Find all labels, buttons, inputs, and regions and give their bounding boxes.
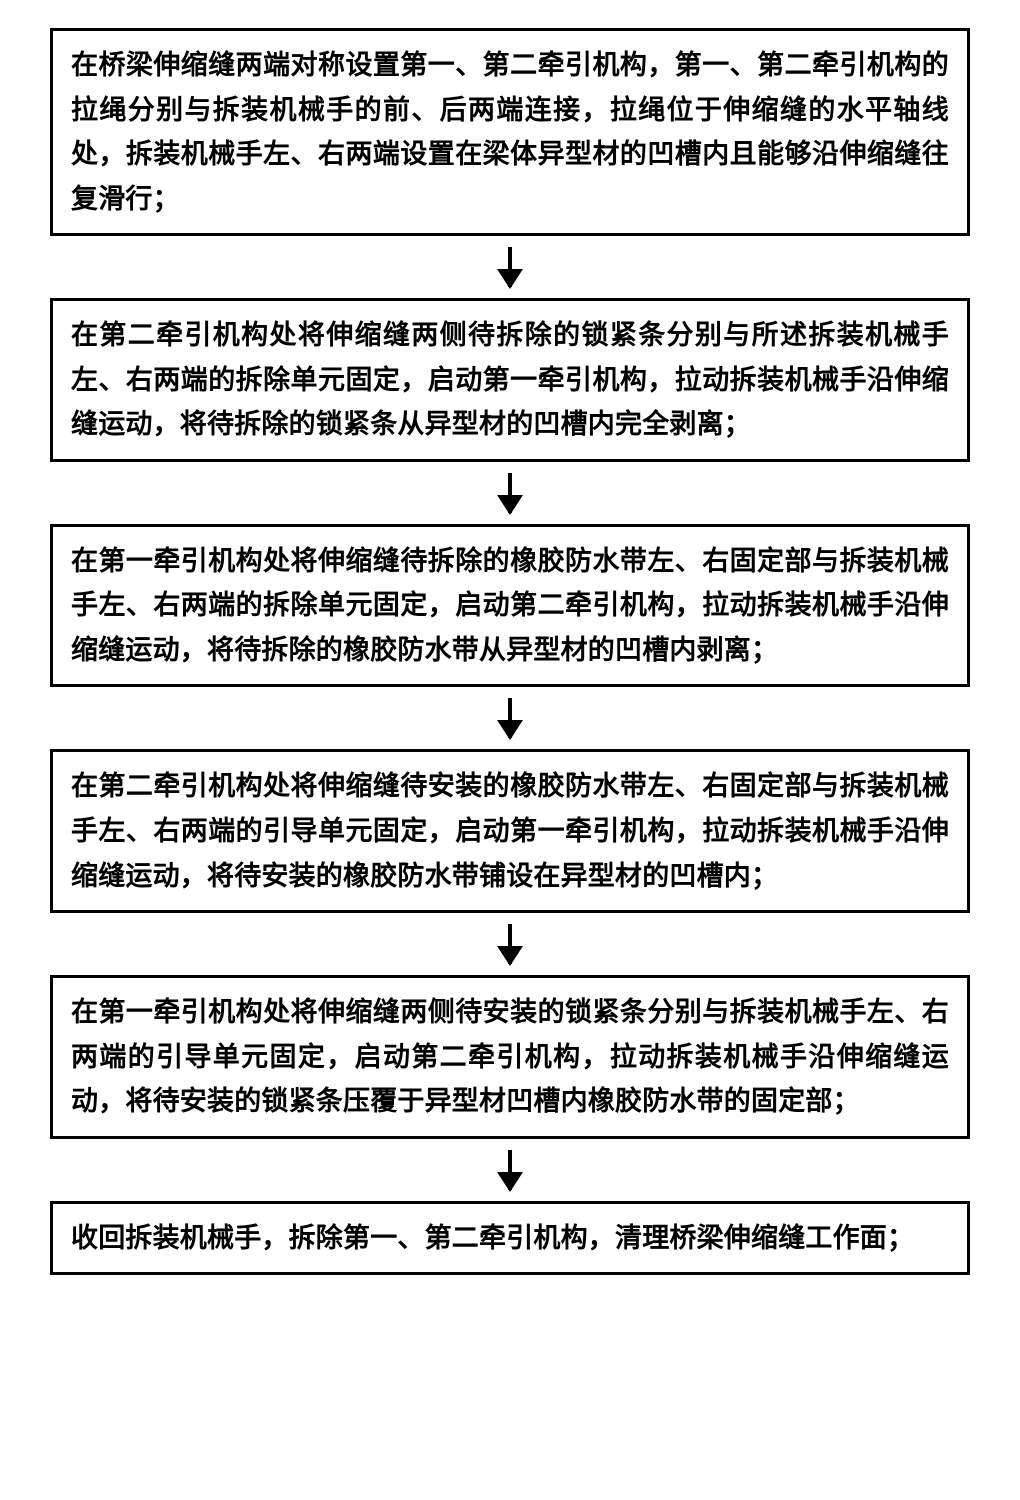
arrow-3: [508, 687, 512, 749]
step-text: 在第一牵引机构处将伸缩缝两侧待安装的锁紧条分别与拆装机械手左、右两端的引导单元固…: [71, 997, 949, 1116]
step-box-6: 收回拆装机械手，拆除第一、第二牵引机构，清理桥梁伸缩缝工作面；: [50, 1201, 970, 1276]
arrow-1: [508, 236, 512, 298]
step-text: 收回拆装机械手，拆除第一、第二牵引机构，清理桥梁伸缩缝工作面；: [71, 1223, 914, 1253]
arrow-down-icon: [508, 924, 512, 964]
arrow-down-icon: [508, 1150, 512, 1190]
arrow-4: [508, 913, 512, 975]
arrow-down-icon: [508, 247, 512, 287]
arrow-down-icon: [508, 698, 512, 738]
step-text: 在第一牵引机构处将伸缩缝待拆除的橡胶防水带左、右固定部与拆装机械手左、右两端的拆…: [71, 546, 949, 665]
step-box-4: 在第二牵引机构处将伸缩缝待安装的橡胶防水带左、右固定部与拆装机械手左、右两端的引…: [50, 749, 970, 913]
arrow-down-icon: [508, 473, 512, 513]
step-box-3: 在第一牵引机构处将伸缩缝待拆除的橡胶防水带左、右固定部与拆装机械手左、右两端的拆…: [50, 524, 970, 688]
arrow-5: [508, 1139, 512, 1201]
step-text: 在第二牵引机构处将伸缩缝待安装的橡胶防水带左、右固定部与拆装机械手左、右两端的引…: [71, 771, 949, 890]
step-box-2: 在第二牵引机构处将伸缩缝两侧待拆除的锁紧条分别与所述拆装机械手左、右两端的拆除单…: [50, 298, 970, 462]
step-box-1: 在桥梁伸缩缝两端对称设置第一、第二牵引机构，第一、第二牵引机构的拉绳分别与拆装机…: [50, 28, 970, 236]
arrow-2: [508, 462, 512, 524]
step-box-5: 在第一牵引机构处将伸缩缝两侧待安装的锁紧条分别与拆装机械手左、右两端的引导单元固…: [50, 975, 970, 1139]
step-text: 在第二牵引机构处将伸缩缝两侧待拆除的锁紧条分别与所述拆装机械手左、右两端的拆除单…: [71, 320, 949, 439]
step-text: 在桥梁伸缩缝两端对称设置第一、第二牵引机构，第一、第二牵引机构的拉绳分别与拆装机…: [71, 50, 949, 214]
flowchart-container: 在桥梁伸缩缝两端对称设置第一、第二牵引机构，第一、第二牵引机构的拉绳分别与拆装机…: [30, 28, 990, 1275]
